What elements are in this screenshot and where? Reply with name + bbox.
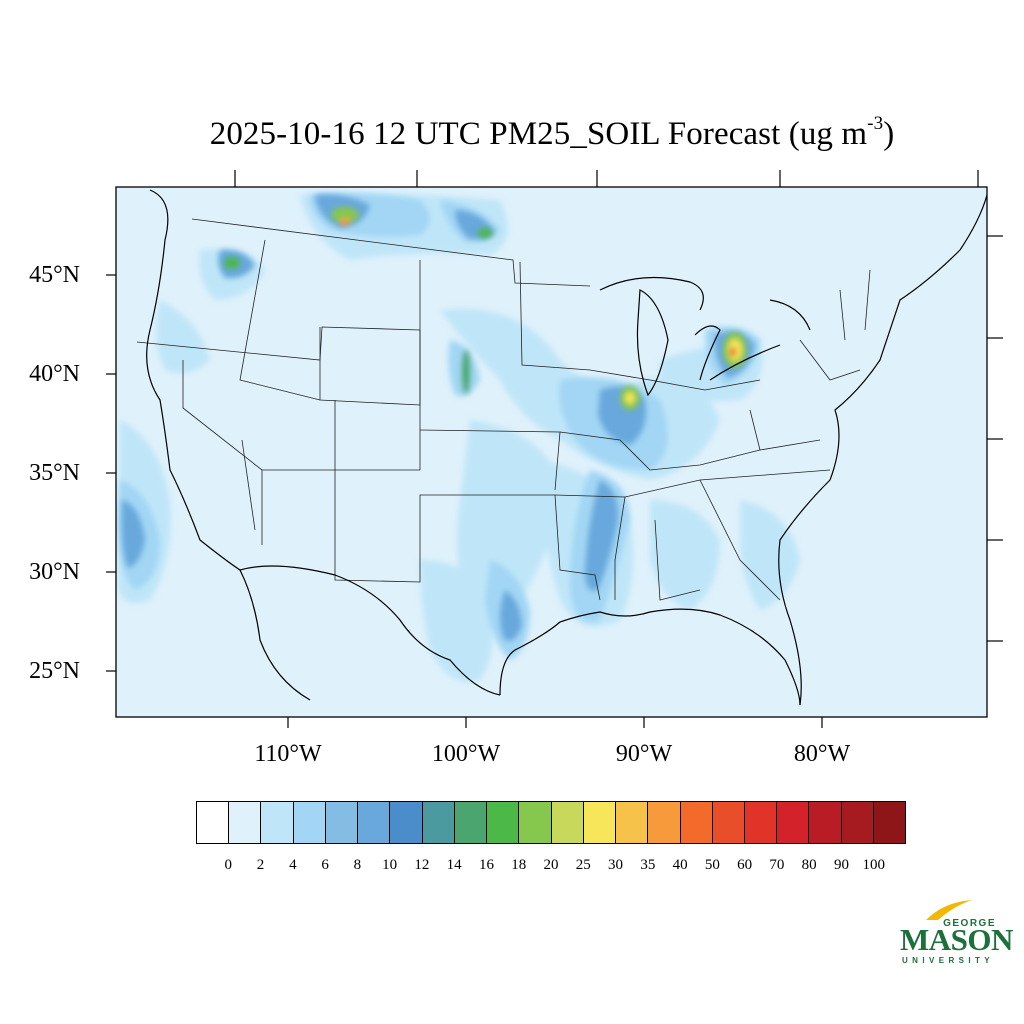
colorbar-tick-label: 100 [862, 857, 885, 873]
lat-label-30: 30°N [29, 559, 80, 585]
colorbar [196, 801, 906, 844]
colorbar-tick-label: 18 [511, 857, 527, 873]
logo-sub-text: UNIVERSITY [902, 956, 995, 965]
colorbar-tick-label: 90 [833, 857, 849, 873]
coastline [146, 189, 987, 706]
colorbar-tick-label: 40 [672, 857, 688, 873]
colorbar-swatch [197, 802, 230, 843]
colorbar-tick-label: 6 [321, 857, 329, 873]
lon-label-100w: 100°W [431, 741, 501, 767]
axis-ticks [106, 170, 1003, 728]
colorbar-swatch [583, 802, 617, 843]
map-title: 2025-10-16 12 UTC PM25_SOIL Forecast (ug… [209, 113, 895, 152]
concentration-field-high [121, 194, 755, 641]
colorbar-swatch [358, 802, 391, 843]
colorbar-swatch [777, 802, 810, 843]
logo-top-text: GEORGE [943, 918, 996, 929]
colorbar-tick-label: 10 [382, 857, 398, 873]
colorbar-swatch [551, 802, 584, 843]
colorbar-tick-label: 0 [224, 857, 233, 873]
state-boundaries [136, 218, 871, 601]
colorbar-swatch [454, 802, 488, 843]
logo-main-text: MASON [900, 922, 1013, 957]
lon-label-90w: 90°W [615, 741, 673, 767]
colorbar-labels: 0 2 4 6 8 10 12 14 16 18 20 25 30 35 40 50 60 70 80 90 100 [0, 856, 1024, 878]
colorbar-tick-label: 80 [801, 857, 817, 873]
colorbar-tick-label: 30 [608, 857, 624, 873]
lat-label-35: 35°N [29, 460, 80, 486]
colorbar-swatch [325, 802, 359, 843]
lat-label-45: 45°N [29, 262, 80, 288]
colorbar-swatch [809, 802, 842, 843]
colorbar-tick-label: 35 [640, 857, 656, 873]
colorbar-swatch [648, 802, 681, 843]
colorbar-tick-label: 2 [256, 857, 265, 873]
colorbar-tick-label: 12 [414, 857, 430, 873]
lat-label-25: 25°N [29, 658, 80, 684]
colorbar-swatch [422, 802, 455, 843]
colorbar-swatch [261, 802, 294, 843]
colorbar-swatch [616, 802, 649, 843]
colorbar-tick-label: 4 [289, 857, 297, 873]
colorbar-tick-label: 16 [478, 857, 494, 873]
colorbar-swatch [680, 802, 713, 843]
colorbar-swatch [229, 802, 262, 843]
colorbar-tick-label: 8 [353, 857, 362, 873]
colorbar-swatch [841, 802, 874, 843]
colorbar-swatch [487, 802, 520, 843]
colorbar-swatch [293, 802, 326, 843]
map-frame [115, 186, 988, 718]
colorbar-swatch [712, 802, 745, 843]
colorbar-swatch [744, 802, 778, 843]
colorbar-tick-label: 25 [575, 857, 591, 873]
colorbar-swatch [519, 802, 552, 843]
colorbar-tick-label: 14 [446, 857, 462, 873]
lon-label-80w: 80°W [793, 741, 851, 767]
colorbar-tick-label: 60 [737, 857, 753, 873]
logo-swoosh-icon [926, 900, 972, 920]
lon-label-110w: 110°W [254, 741, 322, 767]
colorbar-swatch [873, 802, 906, 843]
colorbar-tick-label: 20 [543, 857, 559, 873]
colorbar-tick-label: 50 [704, 857, 720, 873]
colorbar-swatch [390, 802, 423, 843]
lat-label-40: 40°N [29, 361, 80, 387]
university-logo: GEORGE MASON UNIVERSITY [896, 898, 1013, 968]
concentration-field-peak [224, 207, 747, 410]
colorbar-tick-label: 70 [769, 857, 785, 873]
